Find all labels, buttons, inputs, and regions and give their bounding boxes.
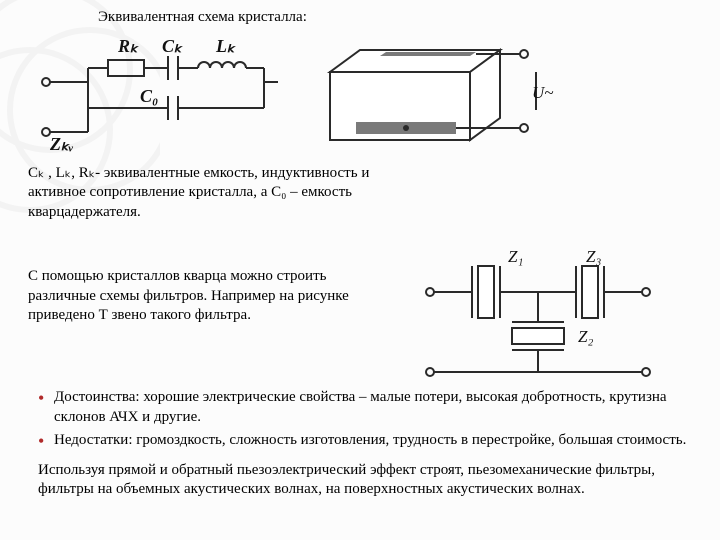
list-item: Достоинства: хорошие электрические свойс… (38, 388, 692, 427)
t-filter-diagram: Z₁ Z₃ Z₂ (418, 232, 658, 382)
label-Rk: Rₖ (117, 36, 139, 56)
label-Lk: Lₖ (215, 36, 236, 56)
page-title: Эквивалентная схема кристалла: (98, 8, 692, 28)
label-U: U~ (532, 83, 553, 102)
equivalent-circuit-diagram: Rₖ Cₖ Lₖ C₀ Zₖᵥ (28, 32, 288, 152)
label-Z3: Z₃ (586, 247, 601, 266)
paragraph-1: Cₖ , Lₖ, Rₖ- эквивалентные емкость, инду… (28, 164, 418, 223)
paragraph-2: С помощью кристаллов кварца можно строит… (28, 267, 398, 326)
bullet-list: Достоинства: хорошие электрические свойс… (28, 388, 692, 451)
crystal-3d-diagram: U~ (300, 32, 560, 162)
label-C0: C₀ (140, 86, 158, 106)
label-Z2: Z₂ (578, 327, 593, 346)
list-item: Недостатки: громоздкость, сложность изго… (38, 431, 692, 451)
paragraph-3: Используя прямой и обратный пьезоэлектри… (38, 461, 692, 500)
label-Zk: Zₖᵥ (49, 134, 74, 152)
label-Z1: Z₁ (508, 247, 523, 266)
label-Ck: Cₖ (162, 36, 183, 56)
